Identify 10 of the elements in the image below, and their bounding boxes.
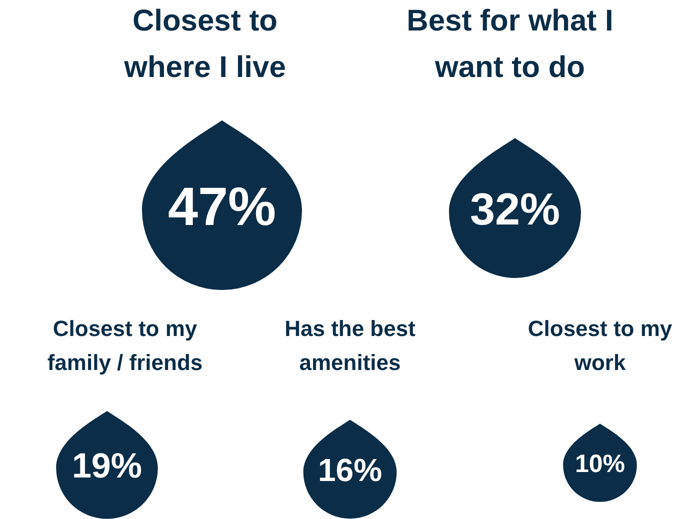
- category-label: Best for what I want to do: [406, 4, 614, 84]
- category-label: Closest to my work: [528, 316, 673, 376]
- data-label: 47%: [168, 176, 276, 237]
- data-label: 19%: [72, 446, 142, 486]
- data-label: 16%: [318, 452, 382, 488]
- category-label: Has the best amenities: [284, 316, 416, 376]
- category-label: Closest to where I live: [123, 4, 286, 84]
- data-label: 10%: [574, 450, 626, 478]
- category-label: Closest to my family / friends: [47, 316, 203, 376]
- data-label: 32%: [470, 183, 560, 234]
